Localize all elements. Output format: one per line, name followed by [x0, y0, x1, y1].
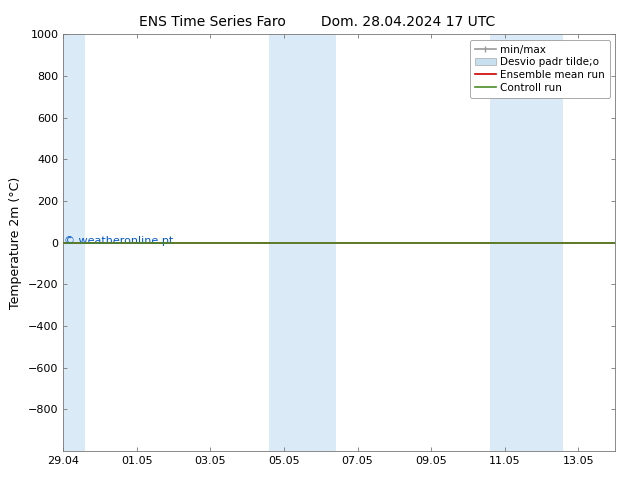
Y-axis label: Temperature 2m (°C): Temperature 2m (°C) — [10, 176, 22, 309]
Text: ENS Time Series Faro        Dom. 28.04.2024 17 UTC: ENS Time Series Faro Dom. 28.04.2024 17 … — [139, 15, 495, 29]
Bar — [269, 34, 335, 451]
Bar — [63, 34, 86, 451]
Bar — [490, 34, 564, 451]
Legend: min/max, Desvio padr tilde;o, Ensemble mean run, Controll run: min/max, Desvio padr tilde;o, Ensemble m… — [470, 40, 610, 98]
Text: © weatheronline.pt: © weatheronline.pt — [64, 236, 173, 246]
